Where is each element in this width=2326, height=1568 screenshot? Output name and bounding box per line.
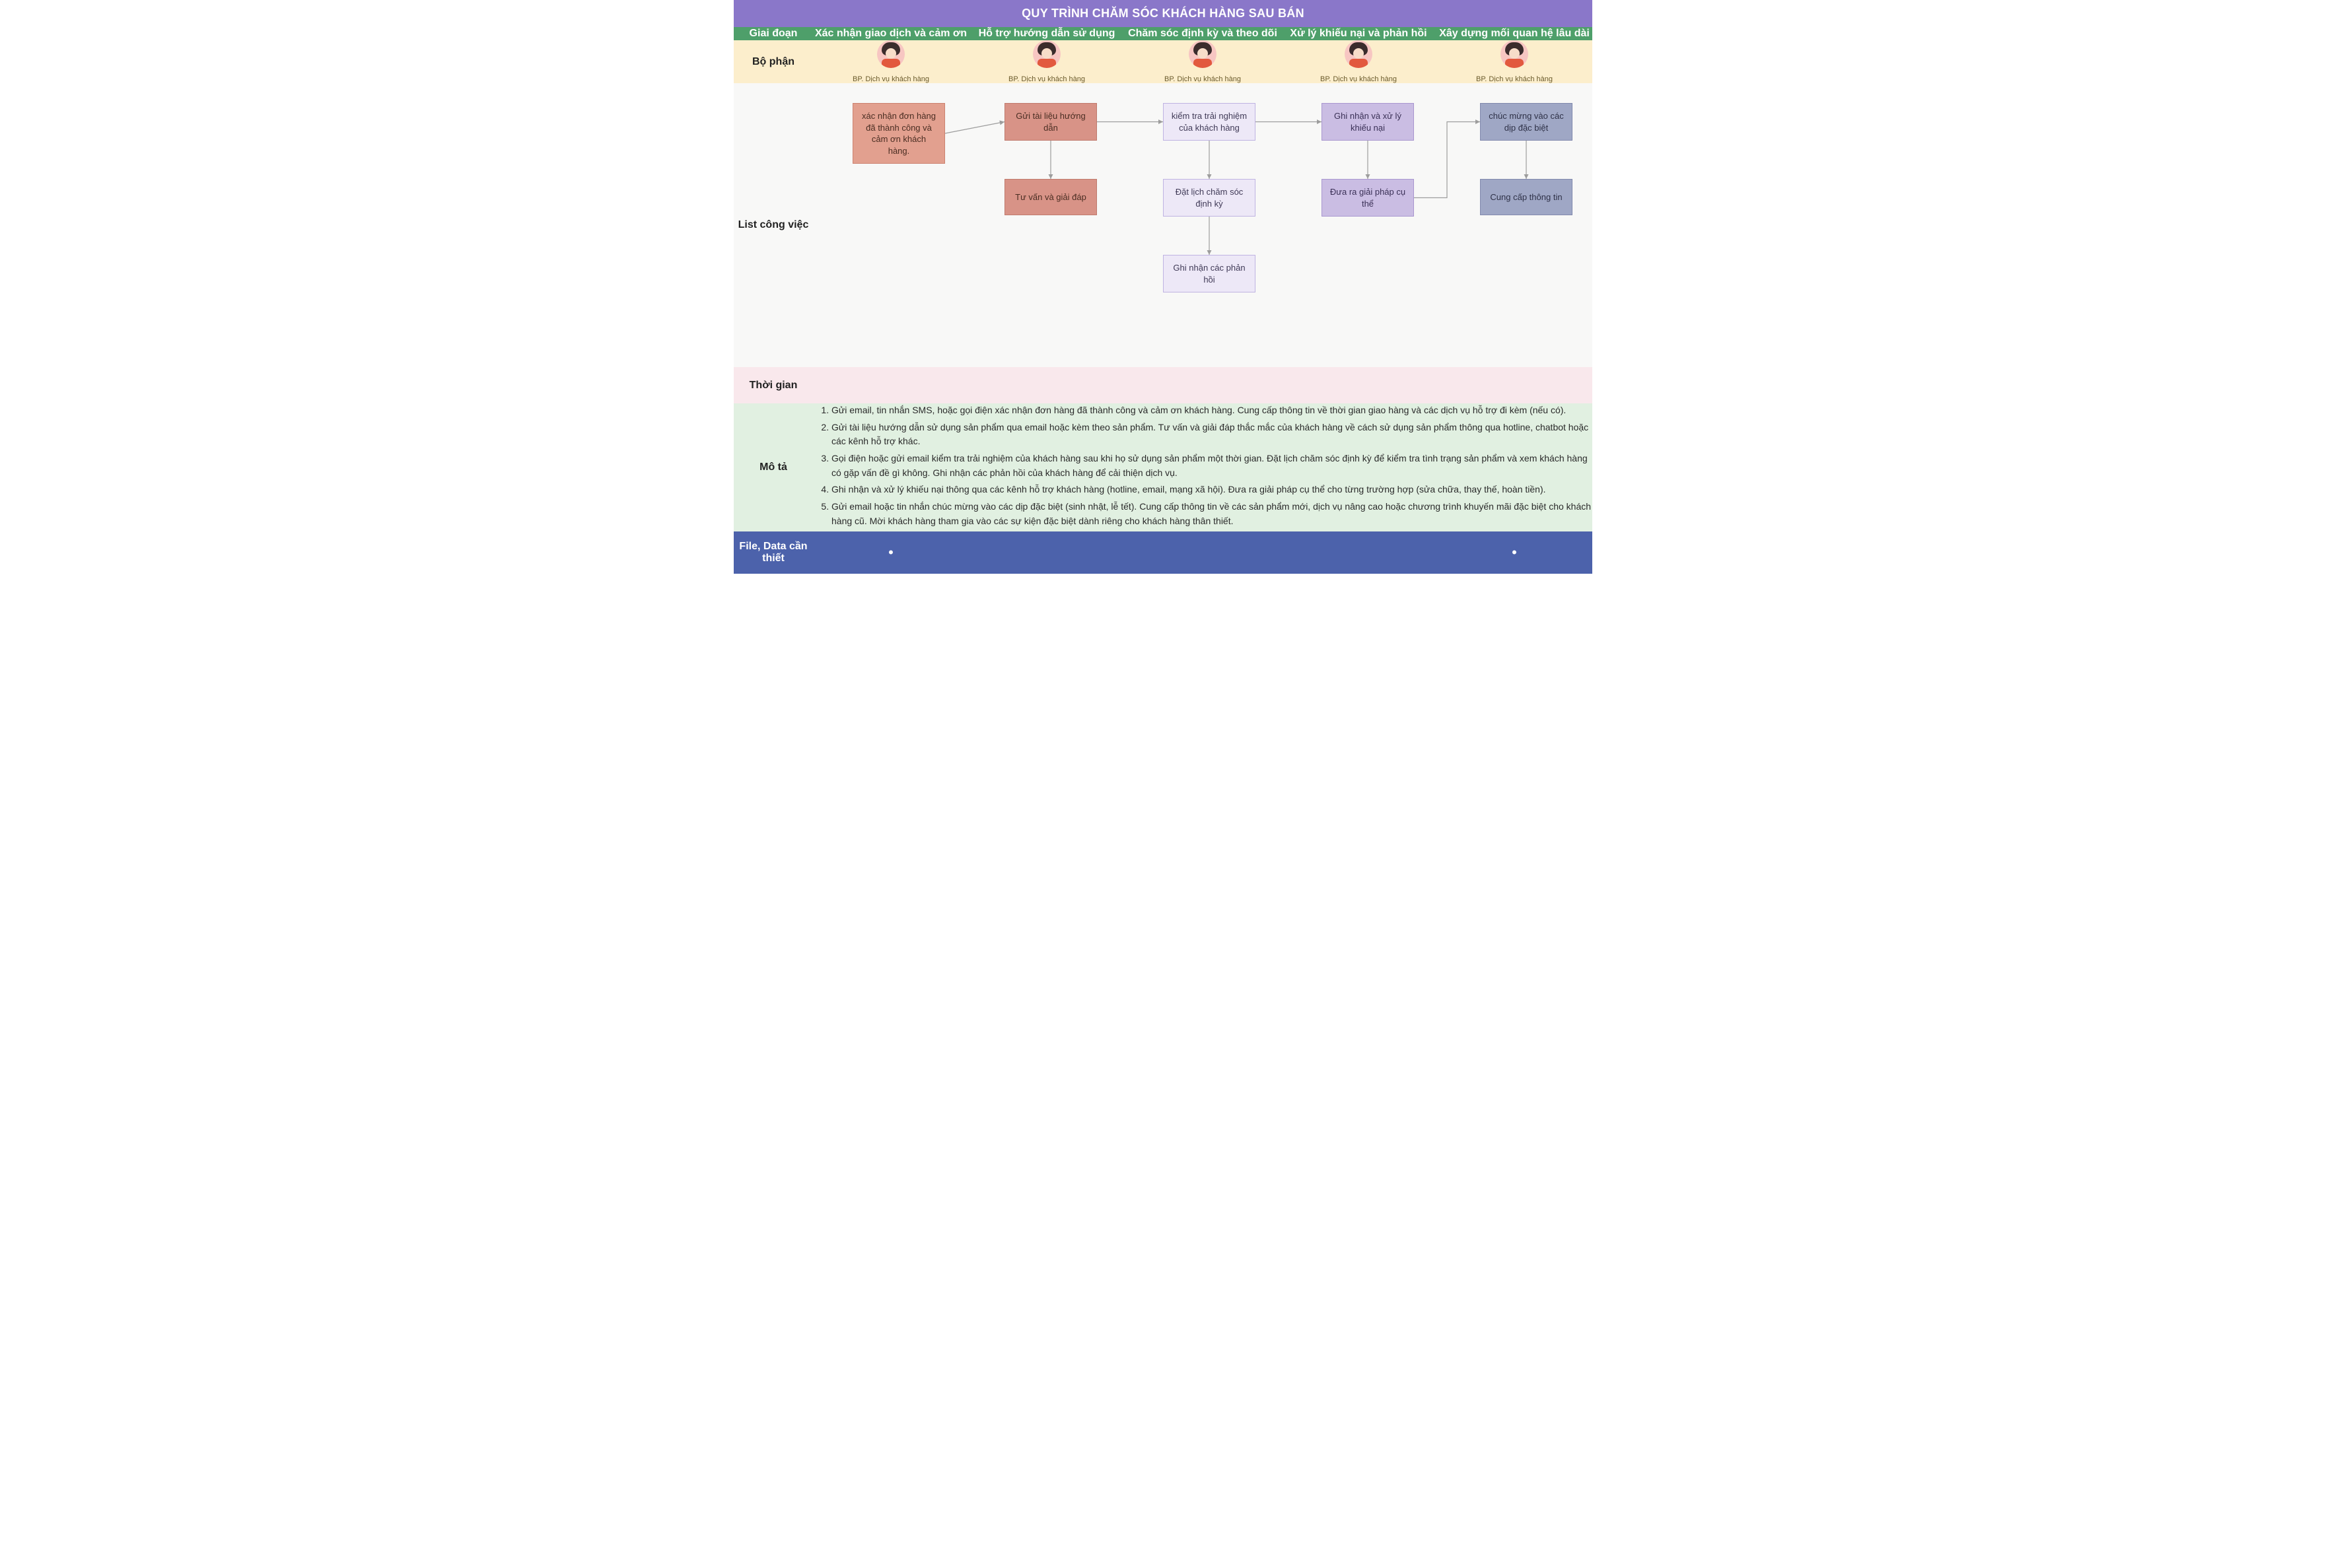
dept-label-2: BP. Dịch vụ khách hàng bbox=[1125, 75, 1281, 83]
dept-3: BP. Dịch vụ khách hàng bbox=[1281, 40, 1436, 83]
rowlabel-tasks: List công việc bbox=[734, 83, 813, 367]
stage-3: Xử lý khiếu nại và phản hồi bbox=[1281, 27, 1436, 40]
file-0: • bbox=[813, 531, 969, 574]
flow-node: Tư vấn và giải đáp bbox=[1004, 179, 1097, 215]
time-row: Thời gian bbox=[734, 367, 1592, 403]
description-cell: Gửi email, tin nhắn SMS, hoặc gọi điện x… bbox=[813, 403, 1592, 531]
description-item: Gọi điện hoặc gửi email kiểm tra trải ng… bbox=[831, 452, 1592, 480]
stage-4: Xây dựng mối quan hệ lâu dài bbox=[1436, 27, 1592, 40]
rowlabel-department: Bộ phận bbox=[734, 40, 813, 83]
stage-0: Xác nhận giao dịch và cảm ơn bbox=[813, 27, 969, 40]
person-icon bbox=[1500, 40, 1528, 68]
description-item: Gửi email, tin nhắn SMS, hoặc gọi điện x… bbox=[831, 403, 1592, 418]
dept-4: BP. Dịch vụ khách hàng bbox=[1436, 40, 1592, 83]
dept-1: BP. Dịch vụ khách hàng bbox=[969, 40, 1125, 83]
flow-edge bbox=[1414, 122, 1480, 198]
file-2 bbox=[1125, 531, 1281, 574]
dept-label-3: BP. Dịch vụ khách hàng bbox=[1281, 75, 1436, 83]
tasks-row: List công việc xác nhận đơn hàng đã thàn… bbox=[734, 83, 1592, 367]
flow-edge bbox=[945, 122, 1004, 134]
flow-node: Gửi tài liệu hướng dẫn bbox=[1004, 103, 1097, 141]
files-row: File, Data cần thiết • • bbox=[734, 531, 1592, 574]
rowlabel-files: File, Data cần thiết bbox=[734, 531, 813, 574]
person-icon bbox=[1189, 40, 1216, 68]
dept-2: BP. Dịch vụ khách hàng bbox=[1125, 40, 1281, 83]
description-row: Mô tả Gửi email, tin nhắn SMS, hoặc gọi … bbox=[734, 403, 1592, 531]
rowlabel-description: Mô tả bbox=[734, 403, 813, 531]
person-icon bbox=[1345, 40, 1372, 68]
dept-label-0: BP. Dịch vụ khách hàng bbox=[813, 75, 969, 83]
description-list: Gửi email, tin nhắn SMS, hoặc gọi điện x… bbox=[831, 403, 1592, 529]
description-item: Ghi nhận và xử lý khiếu nại thông qua cá… bbox=[831, 483, 1592, 497]
dept-label-1: BP. Dịch vụ khách hàng bbox=[969, 75, 1125, 83]
flow-node: Đặt lịch chăm sóc định kỳ bbox=[1163, 179, 1255, 217]
time-0 bbox=[813, 367, 969, 403]
flow-node: Ghi nhận và xử lý khiếu nại bbox=[1322, 103, 1414, 141]
description-item: Gửi tài liệu hướng dẫn sử dụng sản phẩm … bbox=[831, 421, 1592, 449]
stage-1: Hỗ trợ hướng dẫn sử dụng bbox=[969, 27, 1125, 40]
time-2 bbox=[1125, 367, 1281, 403]
dept-0: BP. Dịch vụ khách hàng bbox=[813, 40, 969, 83]
flow-node: chúc mừng vào các dịp đặc biệt bbox=[1480, 103, 1572, 141]
time-4 bbox=[1436, 367, 1592, 403]
flow-node: Ghi nhận các phản hồi bbox=[1163, 255, 1255, 292]
person-icon bbox=[877, 40, 905, 68]
flow-node: Cung cấp thông tin bbox=[1480, 179, 1572, 215]
stage-row: Giai đoạn Xác nhận giao dịch và cảm ơn H… bbox=[734, 27, 1592, 40]
file-4: • bbox=[1436, 531, 1592, 574]
file-1 bbox=[969, 531, 1125, 574]
flow-node: kiểm tra trải nghiệm của khách hàng bbox=[1163, 103, 1255, 141]
flowchart-canvas: xác nhận đơn hàng đã thành công và cảm ơ… bbox=[813, 83, 1592, 367]
rowlabel-time: Thời gian bbox=[734, 367, 813, 403]
diagram-title: QUY TRÌNH CHĂM SÓC KHÁCH HÀNG SAU BÁN bbox=[734, 0, 1592, 27]
flow-node: Đưa ra giải pháp cụ thể bbox=[1322, 179, 1414, 217]
time-1 bbox=[969, 367, 1125, 403]
file-3 bbox=[1281, 531, 1436, 574]
description-item: Gửi email hoặc tin nhắn chúc mừng vào cá… bbox=[831, 500, 1592, 528]
department-row: Bộ phận BP. Dịch vụ khách hàng BP. Dịch … bbox=[734, 40, 1592, 83]
stage-2: Chăm sóc định kỳ và theo dõi bbox=[1125, 27, 1281, 40]
time-3 bbox=[1281, 367, 1436, 403]
process-table: Giai đoạn Xác nhận giao dịch và cảm ơn H… bbox=[734, 27, 1592, 574]
flow-node: xác nhận đơn hàng đã thành công và cảm ơ… bbox=[853, 103, 945, 164]
person-icon bbox=[1033, 40, 1061, 68]
dept-label-4: BP. Dịch vụ khách hàng bbox=[1436, 75, 1592, 83]
rowlabel-stage: Giai đoạn bbox=[734, 27, 813, 40]
